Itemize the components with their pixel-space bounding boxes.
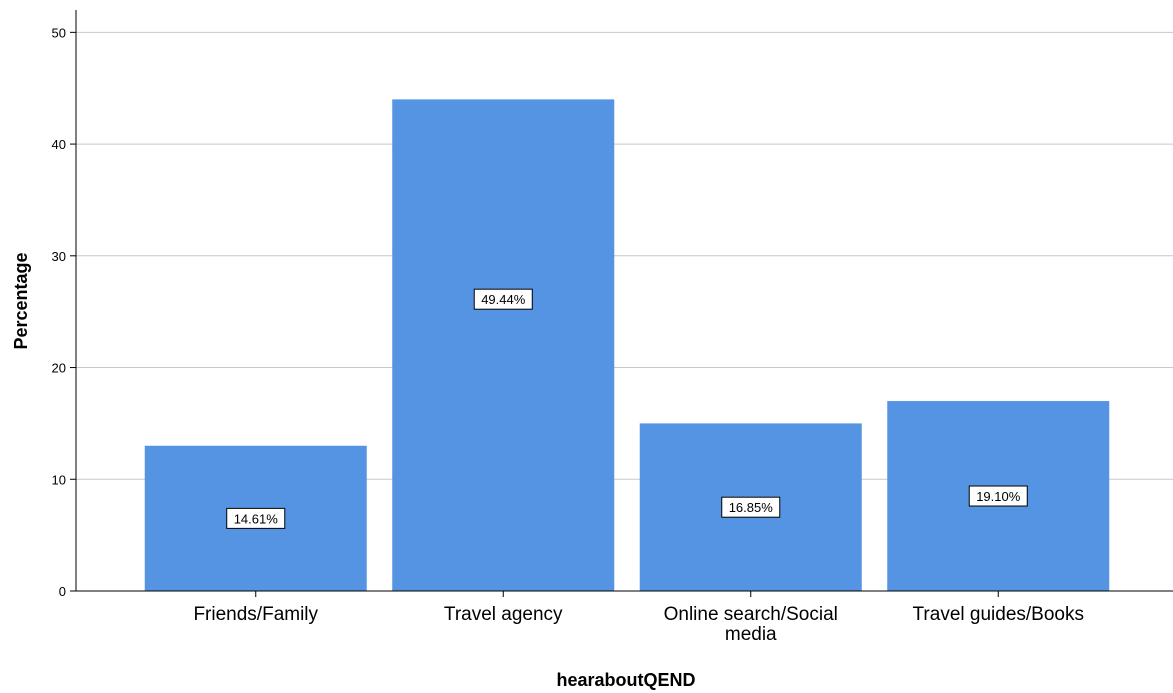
y-tick-label: 0 (59, 584, 66, 599)
data-label-box (226, 507, 286, 529)
data-label: 49.44% (473, 288, 533, 310)
y-tick-label: 50 (52, 25, 66, 40)
bar-travel-agency (392, 99, 615, 591)
y-tick-labels: 0 10 20 30 40 50 (52, 25, 76, 599)
y-tick-label: 30 (52, 249, 66, 264)
data-label-text: 16.85% (729, 500, 774, 515)
x-category-label: Friends/Family (193, 604, 318, 625)
y-tick-label: 20 (52, 361, 66, 376)
data-label-text: 19.10% (976, 489, 1021, 504)
x-category-label: Travel agency (444, 604, 563, 625)
x-category-labels: Friends/Family Travel agency Online search… (193, 591, 1084, 645)
data-labels: 14.61% 49.44% 16.85% 19.10% (226, 288, 1028, 529)
x-category-label: Travel guides/Books (913, 604, 1084, 625)
bars (144, 99, 1110, 591)
data-label: 19.10% (968, 485, 1028, 507)
y-tick-label: 10 (52, 472, 66, 487)
data-label-text: 14.61% (234, 511, 279, 526)
data-label: 16.85% (721, 496, 781, 518)
data-label-text: 49.44% (481, 292, 526, 307)
y-axis-title: Percentage (11, 252, 31, 349)
data-label-box (721, 496, 781, 518)
data-label-box (473, 288, 533, 310)
data-label: 14.61% (226, 507, 286, 529)
data-label-box (968, 485, 1028, 507)
x-axis-title: hearaboutQEND (556, 670, 695, 690)
x-category-label: Online search/Social media (664, 604, 838, 645)
axes (75, 10, 1173, 592)
y-tick-label: 40 (52, 137, 66, 152)
